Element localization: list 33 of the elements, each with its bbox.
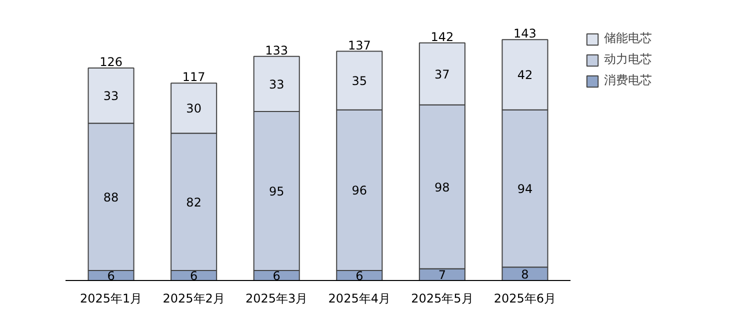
data-label: 7: [438, 268, 446, 282]
legend-label: 动力电芯: [604, 51, 652, 68]
total-label: 143: [514, 26, 536, 41]
data-label: 33: [103, 89, 119, 104]
data-label: 42: [517, 68, 533, 82]
total-label: 133: [265, 43, 288, 58]
x-tick-label: 2025年5月: [411, 292, 474, 306]
data-label: 82: [186, 195, 202, 210]
x-tick-label: 2025年3月: [246, 292, 308, 306]
data-label: 6: [190, 268, 198, 283]
data-label: 95: [268, 184, 284, 198]
x-tick-label: 2025年6月: [494, 292, 556, 306]
data-label: 30: [186, 102, 202, 116]
data-label: 96: [352, 184, 368, 198]
data-label: 6: [272, 268, 280, 283]
legend-label: 储能电芯: [604, 30, 652, 47]
total-label: 117: [182, 70, 206, 84]
data-label: 6: [356, 268, 364, 283]
total-label: 137: [348, 38, 371, 52]
total-label: 126: [100, 55, 122, 70]
x-tick-label: 2025年4月: [328, 292, 390, 306]
x-tick-label: 2025年1月: [80, 292, 142, 306]
data-label: 94: [517, 182, 533, 196]
data-label: 37: [434, 67, 450, 82]
data-label: 88: [103, 190, 119, 204]
data-label: 33: [268, 77, 284, 92]
x-tick-label: 2025年2月: [162, 292, 225, 306]
total-label: 142: [430, 30, 454, 44]
data-label: 35: [352, 74, 368, 88]
data-label: 98: [434, 180, 450, 194]
data-label: 8: [521, 267, 529, 282]
legend-label: 消费电芯: [604, 72, 652, 89]
data-label: 6: [107, 268, 115, 283]
